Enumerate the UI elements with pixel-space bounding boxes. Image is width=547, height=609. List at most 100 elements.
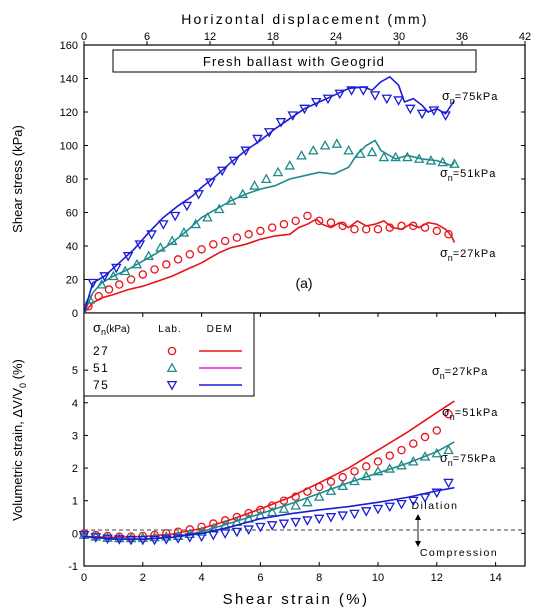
lab-point-27: [326, 477, 336, 487]
compression-arrowhead: [415, 541, 421, 547]
chart-title: Fresh ballast with Geogrid: [203, 54, 385, 69]
lab-point-75: [78, 530, 90, 541]
legend-marker: [167, 346, 177, 356]
lab-point-75: [184, 533, 196, 543]
lab-point-27: [162, 260, 171, 269]
lab-point-27: [373, 224, 383, 234]
top-x-axis-label: Horizontal displacement (mm): [181, 11, 429, 27]
lab-point-27: [350, 224, 359, 234]
lab-point-27: [385, 223, 395, 232]
lab-point-75: [302, 516, 313, 526]
series-label-51: σn=51kPa: [442, 405, 498, 422]
dilation-label: Dilation: [411, 500, 458, 512]
lab-point-51: [431, 447, 443, 458]
lab-point-27: [138, 270, 148, 279]
lab-point-27: [314, 482, 324, 492]
lab-point-27: [220, 236, 230, 246]
lab-point-75: [313, 514, 325, 525]
x-tick-label: 12: [431, 572, 443, 584]
lab-point-51: [402, 151, 413, 162]
lab-point-75: [228, 156, 240, 167]
top-x-tick-label: 12: [204, 31, 216, 43]
lab-point-27: [256, 226, 265, 236]
lab-point-51: [131, 258, 143, 269]
lab-point-27: [115, 280, 124, 289]
lab-point-51: [313, 491, 325, 501]
lab-point-51: [396, 459, 407, 470]
lab-point-75: [137, 535, 149, 546]
legend-header-lab: Lab.: [158, 324, 181, 335]
lab-point-51: [96, 278, 107, 289]
lab-point-51: [108, 270, 119, 281]
y-tick-label: -1: [68, 561, 78, 573]
lab-point-75: [161, 535, 172, 545]
lab-point-75: [240, 146, 252, 157]
y-tick-label: 4: [72, 398, 78, 410]
y-tick-label: 20: [66, 275, 78, 287]
panel-label: (a): [295, 275, 312, 291]
lab-point-75: [369, 91, 381, 101]
lab-point-51: [196, 526, 207, 536]
lab-point-75: [216, 166, 228, 177]
lab-point-27: [397, 445, 406, 455]
lab-point-27: [185, 525, 195, 534]
title-box: [112, 49, 477, 73]
lab-point-75: [205, 178, 216, 188]
lab-point-51: [331, 138, 343, 148]
lab-point-27: [303, 487, 312, 496]
lab-point-27: [432, 426, 442, 435]
lab-point-75: [310, 97, 322, 108]
lab-point-75: [372, 504, 384, 515]
legend-row-label: 75: [93, 378, 109, 392]
legend-marker: [166, 380, 178, 391]
lab-point-27: [94, 291, 103, 301]
y-tick-label: 0: [72, 308, 78, 320]
y-tick-label: 100: [60, 141, 78, 153]
y-tick-label: 2: [72, 463, 78, 475]
lab-point-51: [443, 444, 454, 455]
lab-point-75: [219, 529, 231, 539]
lab-point-75: [102, 534, 113, 545]
lab-point-75: [384, 502, 396, 513]
x-axis-label: Shear strain (%): [223, 591, 370, 608]
lab-point-51: [155, 242, 166, 252]
legend-marker: [166, 362, 178, 373]
lab-point-51: [449, 158, 460, 168]
lab-point-51: [90, 531, 102, 541]
top-x-tick-label: 18: [267, 31, 279, 43]
x-tick-label: 2: [140, 572, 146, 584]
x-tick-label: 0: [81, 572, 87, 584]
lab-point-27: [432, 226, 442, 236]
lab-point-27: [361, 462, 371, 471]
lab-point-75: [396, 499, 407, 510]
legend-row-label: 51: [93, 361, 109, 375]
y-tick-label: 160: [60, 40, 78, 52]
lab-point-27: [444, 409, 453, 419]
x-tick-label: 10: [372, 572, 384, 584]
lab-point-27: [314, 216, 324, 226]
lab-point-27: [267, 223, 277, 232]
lab-point-75: [287, 111, 299, 121]
lab-point-27: [104, 285, 114, 294]
lab-point-51: [419, 451, 431, 461]
y-tick-label: 3: [72, 430, 78, 442]
lab-point-75: [122, 252, 134, 262]
lab-point-27: [326, 218, 336, 227]
lab-point-51: [272, 166, 284, 177]
lab-point-51: [366, 146, 378, 157]
series-label-27: σn=27kPa: [432, 364, 488, 381]
lab-point-27: [409, 439, 418, 448]
dem-line-75: [83, 75, 456, 314]
lab-point-75: [181, 201, 193, 212]
lab-point-75: [428, 106, 440, 116]
x-tick-label: 4: [199, 572, 205, 584]
lab-point-75: [208, 530, 219, 541]
lab-point-51: [437, 156, 448, 167]
lab-point-75: [87, 278, 99, 289]
lab-point-75: [255, 522, 266, 533]
lab-point-27: [385, 451, 395, 460]
lab-point-51: [337, 480, 349, 491]
series-label-75: σn=75kPa: [442, 89, 498, 106]
lab-point-75: [169, 211, 181, 222]
lab-point-75: [252, 134, 263, 145]
